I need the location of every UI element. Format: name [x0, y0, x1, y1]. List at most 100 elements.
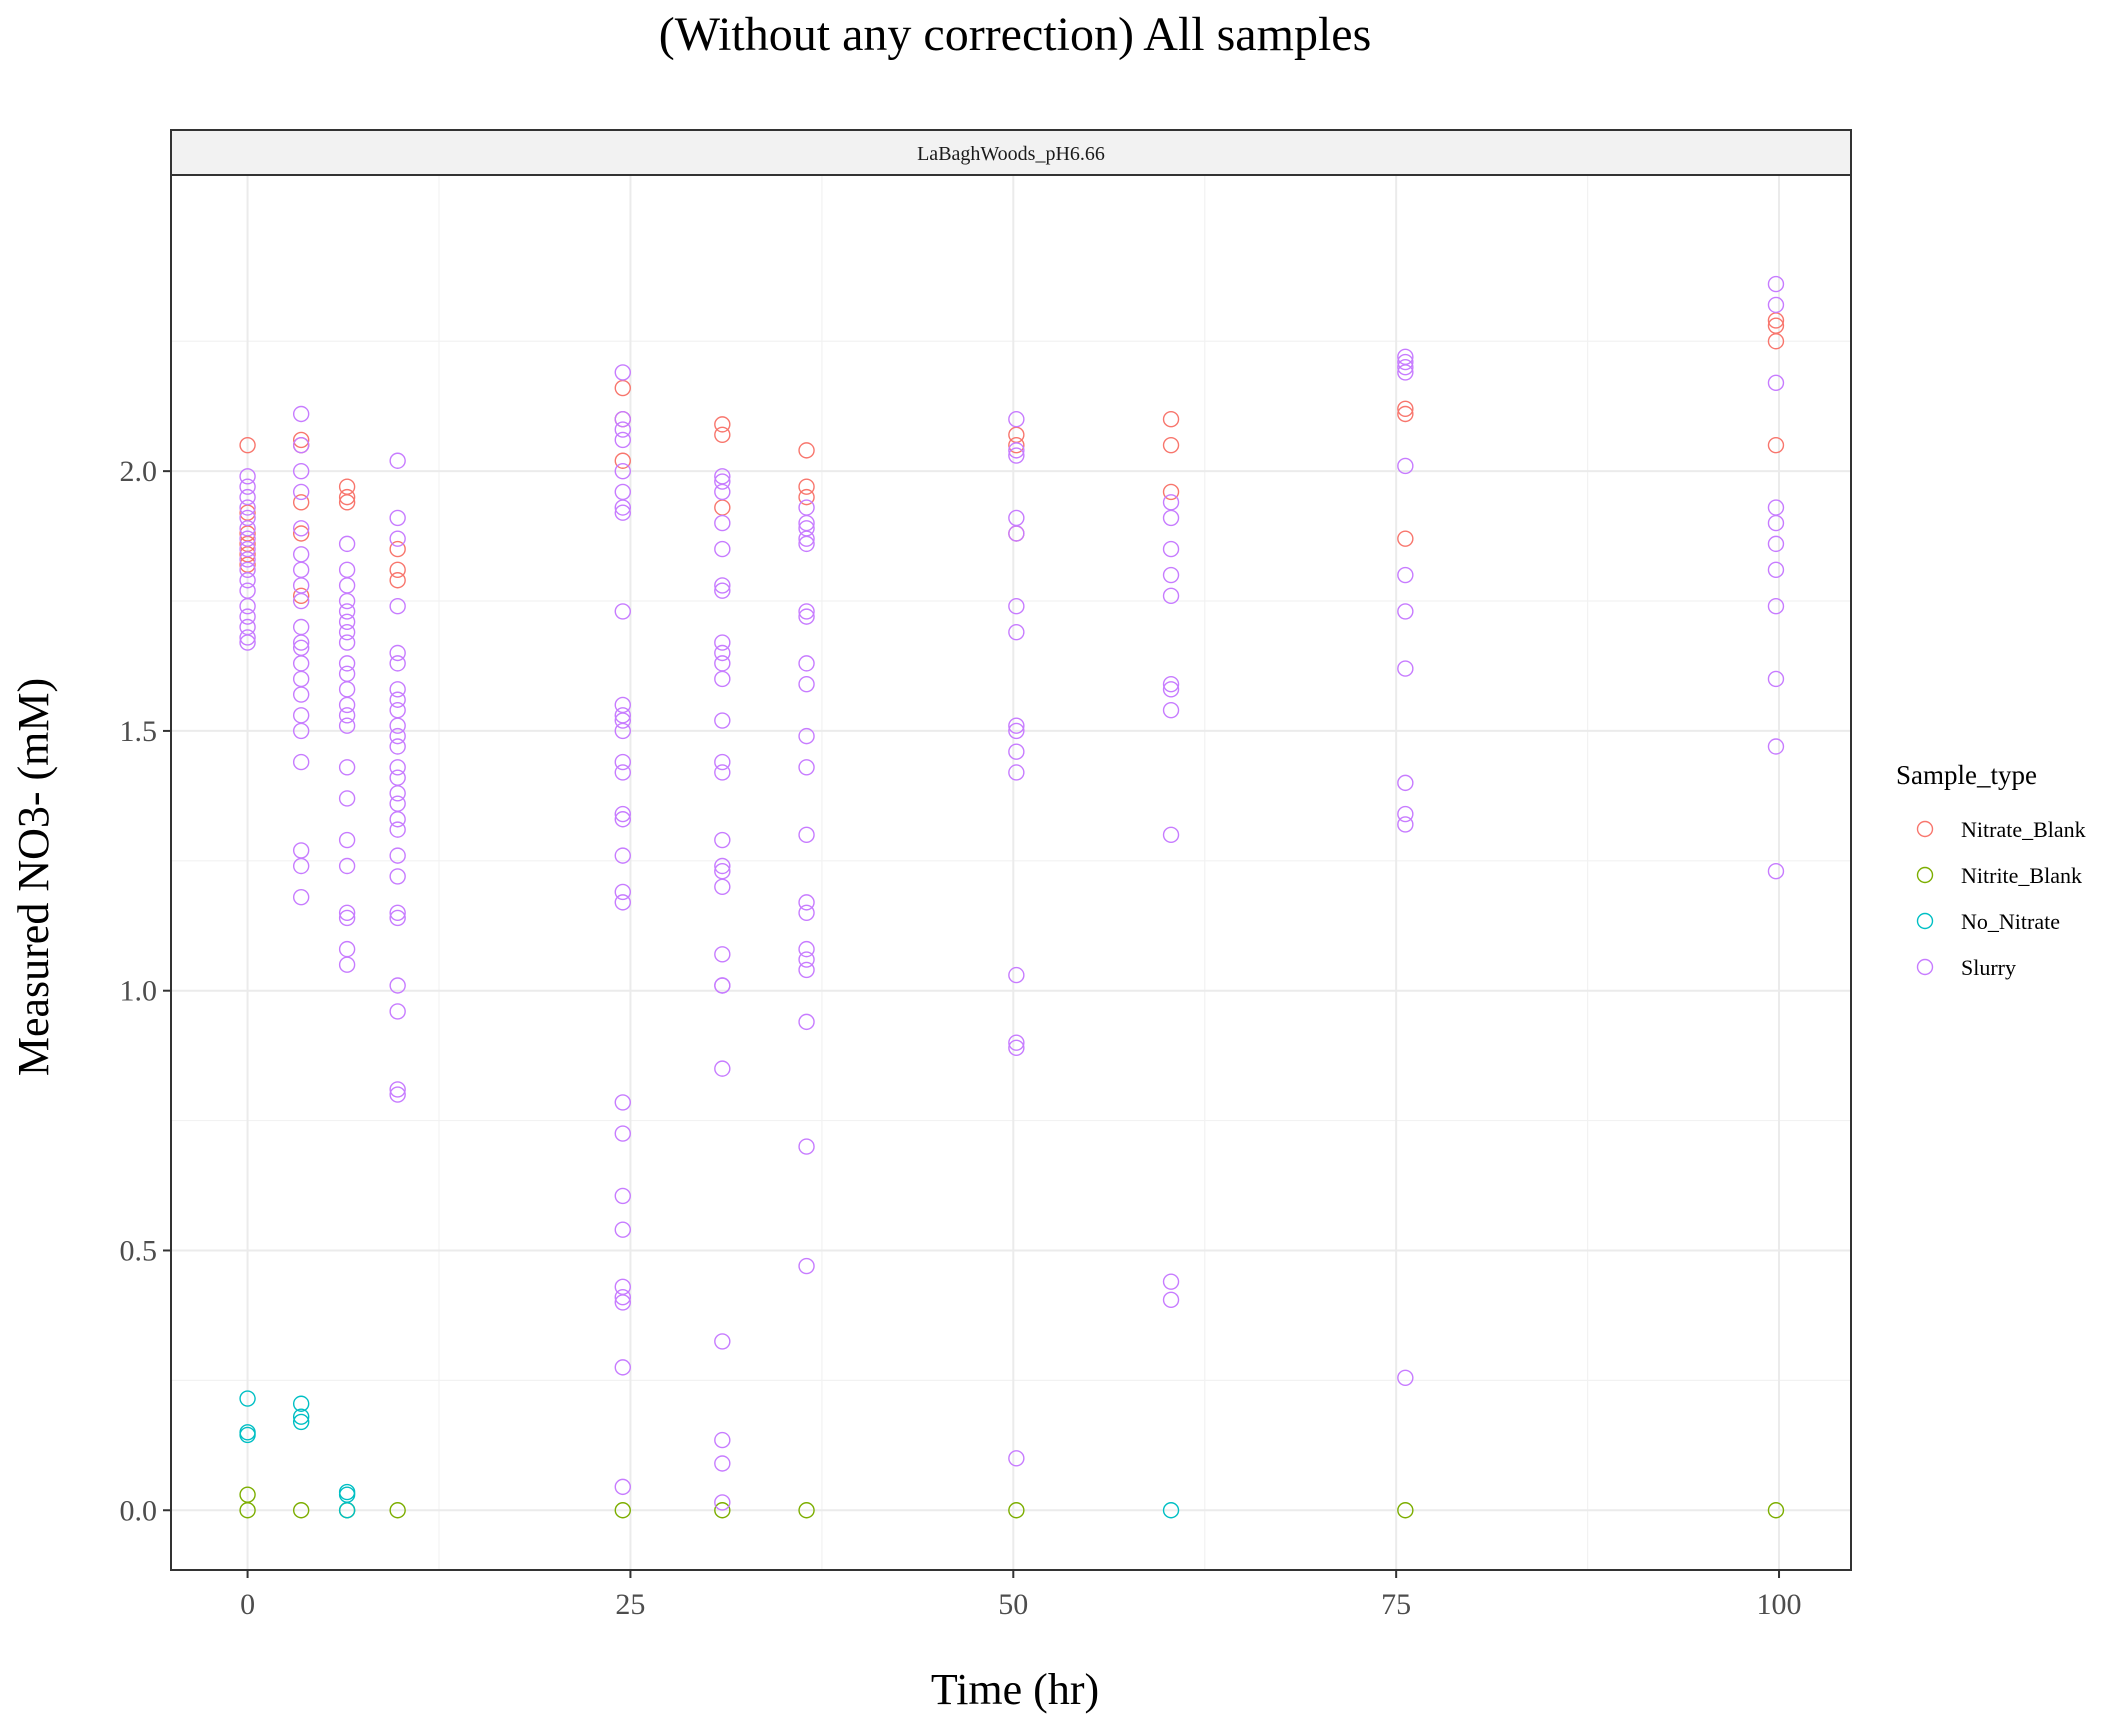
point-slurry — [239, 499, 256, 516]
point-no-nitrate — [239, 1390, 256, 1407]
point-slurry — [292, 592, 310, 610]
point-nitrate-blank — [714, 426, 731, 443]
point-nitrate-blank — [1767, 436, 1785, 454]
legend-item-no-nitrate: No_Nitrate — [1916, 909, 2060, 934]
x-tick-label: 50 — [998, 1588, 1028, 1621]
point-slurry — [714, 577, 731, 594]
point-slurry — [1767, 535, 1785, 553]
point-slurry — [1162, 1273, 1180, 1290]
point-slurry — [338, 603, 356, 620]
point-slurry — [714, 1333, 731, 1350]
point-slurry — [338, 831, 356, 849]
legend-title: Sample_type — [1896, 760, 2037, 790]
point-slurry — [714, 878, 731, 895]
point-slurry — [338, 696, 356, 714]
point-slurry — [614, 499, 631, 516]
point-slurry — [338, 592, 356, 610]
point-nitrite-blank — [614, 1502, 631, 1519]
point-slurry — [292, 520, 310, 537]
point-slurry — [714, 1455, 731, 1472]
point-slurry — [338, 790, 356, 807]
point-nitrate-blank — [239, 436, 256, 454]
point-slurry — [714, 582, 731, 599]
point-slurry — [389, 598, 406, 615]
facet-strip-label: LaBaghWoods_pH6.66 — [917, 143, 1105, 165]
x-tick-label: 75 — [1381, 1588, 1411, 1621]
point-slurry — [1767, 670, 1785, 688]
point-slurry — [1008, 717, 1025, 734]
plot-panel — [170, 174, 1852, 1571]
point-no-nitrate — [338, 1502, 356, 1519]
point-nitrate-blank — [1008, 436, 1025, 454]
point-slurry — [614, 811, 631, 828]
point-slurry — [798, 904, 815, 921]
point-slurry — [714, 712, 731, 729]
point-nitrate-blank — [1162, 483, 1180, 501]
point-slurry — [614, 1125, 631, 1142]
x-tick-label: 0 — [240, 1588, 255, 1621]
point-slurry — [714, 753, 731, 771]
point-slurry — [1767, 598, 1785, 615]
point-slurry — [389, 655, 406, 672]
point-slurry — [1767, 738, 1785, 755]
legend-label-nitrate-blank: Nitrate_Blank — [1961, 817, 2086, 842]
point-slurry — [714, 1431, 731, 1449]
point-nitrite-blank — [714, 1502, 731, 1519]
point-slurry — [798, 951, 815, 968]
point-slurry — [239, 608, 256, 625]
point-slurry — [389, 452, 406, 469]
point-slurry — [338, 535, 356, 553]
point-slurry — [1397, 353, 1414, 371]
point-nitrate-blank — [714, 416, 731, 433]
y-tick-label: 2.0 — [120, 455, 158, 488]
point-slurry — [614, 722, 631, 740]
legend-key-no-nitrate — [1916, 912, 1934, 930]
y-tick-label: 0.5 — [120, 1234, 158, 1267]
point-slurry — [614, 421, 631, 438]
point-slurry — [239, 572, 256, 589]
point-slurry — [1008, 447, 1025, 464]
data-points — [239, 275, 1785, 1519]
point-slurry — [1397, 566, 1414, 584]
point-slurry — [239, 468, 256, 485]
point-slurry — [1767, 863, 1785, 880]
point-slurry — [614, 712, 631, 729]
legend: Sample_type Nitrate_Blank Nitrite_Blank No… — [1896, 760, 2086, 980]
legend-label-no-nitrate: No_Nitrate — [1961, 909, 2060, 934]
point-slurry — [292, 722, 310, 740]
point-slurry — [614, 764, 631, 781]
point-no-nitrate — [292, 1395, 310, 1412]
plot-background — [171, 175, 1851, 1570]
point-nitrite-blank — [239, 1502, 256, 1519]
point-nitrate-blank — [292, 525, 310, 542]
y-tick-label: 1.5 — [120, 715, 158, 748]
point-slurry — [714, 1060, 731, 1077]
point-slurry — [389, 717, 406, 734]
point-slurry — [1162, 826, 1180, 844]
point-slurry — [714, 1494, 731, 1511]
point-slurry — [338, 624, 356, 641]
point-slurry — [798, 826, 815, 844]
point-no-nitrate — [239, 1426, 256, 1444]
y-tick-label: 1.0 — [120, 975, 158, 1008]
y-axis: 0.0 0.5 1.0 1.5 2.0 — [120, 455, 171, 1527]
point-slurry — [714, 977, 731, 994]
point-nitrite-blank — [1767, 1502, 1785, 1519]
point-slurry — [1767, 275, 1785, 293]
point-slurry — [798, 535, 815, 553]
point-slurry — [614, 805, 631, 823]
point-slurry — [389, 821, 406, 838]
legend-key-slurry — [1916, 958, 1934, 976]
point-slurry — [292, 753, 310, 771]
point-nitrite-blank — [389, 1502, 406, 1519]
point-slurry — [1008, 764, 1025, 781]
point-slurry — [1008, 1034, 1025, 1051]
point-slurry — [1397, 457, 1414, 475]
point-slurry — [714, 540, 731, 558]
point-slurry — [389, 977, 406, 994]
point-nitrate-blank — [292, 587, 310, 605]
point-slurry — [292, 888, 310, 906]
point-slurry — [338, 717, 356, 734]
point-nitrate-blank — [292, 431, 310, 449]
